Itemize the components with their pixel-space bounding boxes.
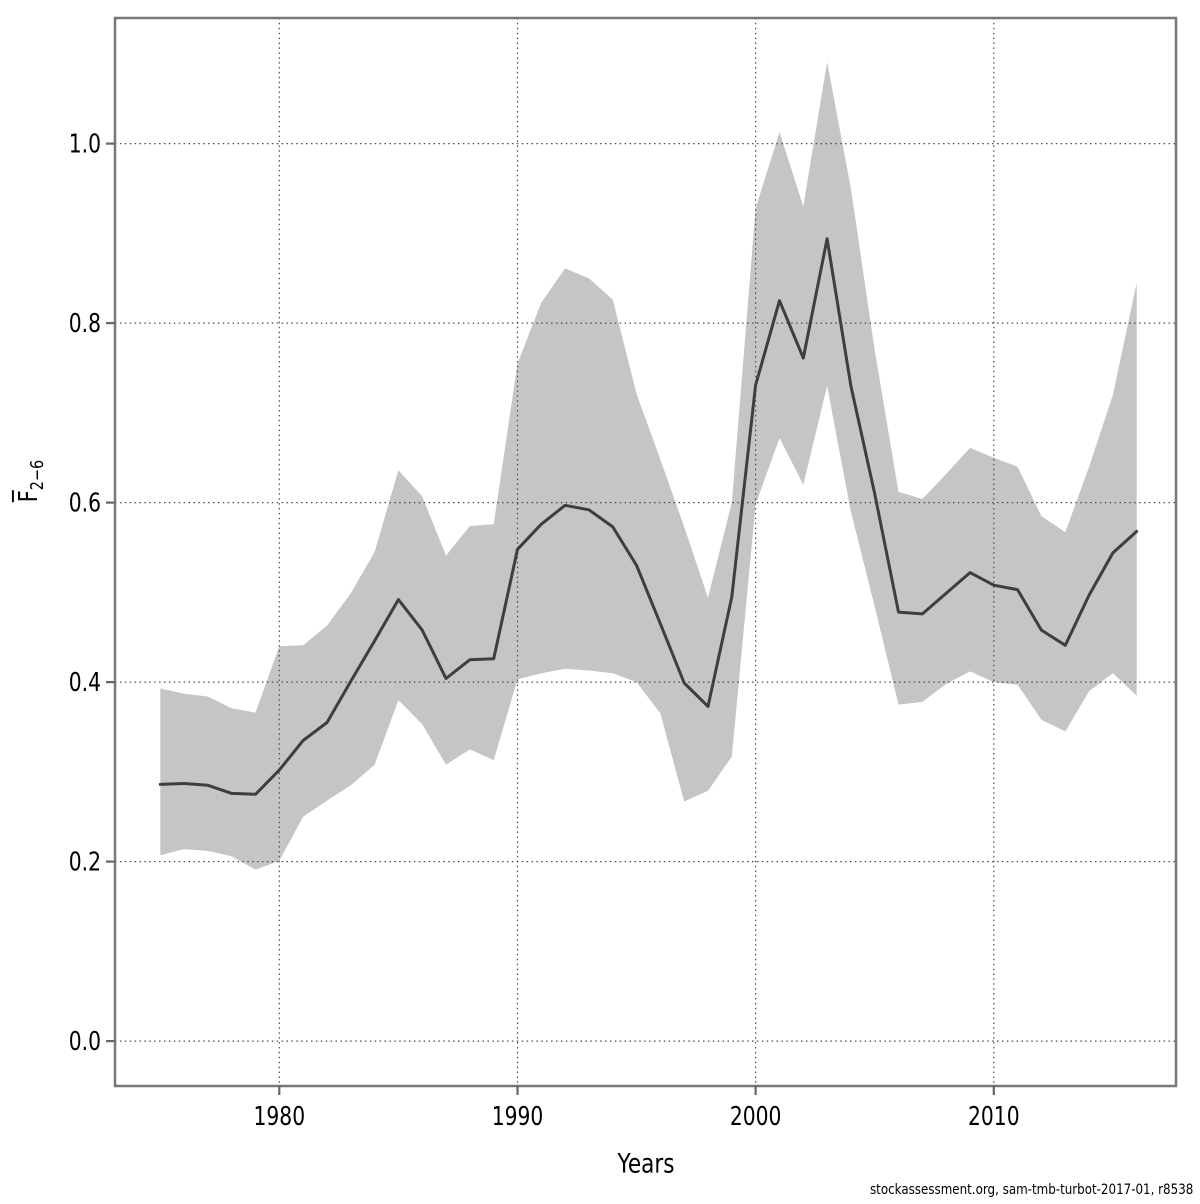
y-tick-label: 0.8 [69, 309, 101, 339]
x-tick-label: 2000 [730, 1102, 782, 1132]
x-tick-label: 1980 [254, 1102, 306, 1132]
y-axis-title-base: F [13, 490, 44, 503]
plot-box [113, 16, 1178, 1088]
y-tick-label: 0.6 [69, 488, 101, 518]
y-axis-title: F2−6 [14, 460, 48, 502]
x-tick-label: 1990 [492, 1102, 544, 1132]
mean-fbar-line [158, 237, 1139, 796]
footer-attribution: stockassessment.org, sam-tmb-turbot-2017… [869, 1182, 1193, 1198]
y-tick-label: 1.0 [69, 129, 101, 159]
x-axis-title: Years [617, 1148, 675, 1180]
y-axis-title-subscript: 2−6 [27, 459, 49, 491]
x-tick-label: 2010 [968, 1102, 1020, 1132]
y-tick-label: 0.0 [69, 1027, 101, 1057]
y-tick-label: 0.4 [69, 668, 101, 698]
y-tick-label: 0.2 [69, 847, 101, 877]
confidence-band [160, 62, 1137, 870]
